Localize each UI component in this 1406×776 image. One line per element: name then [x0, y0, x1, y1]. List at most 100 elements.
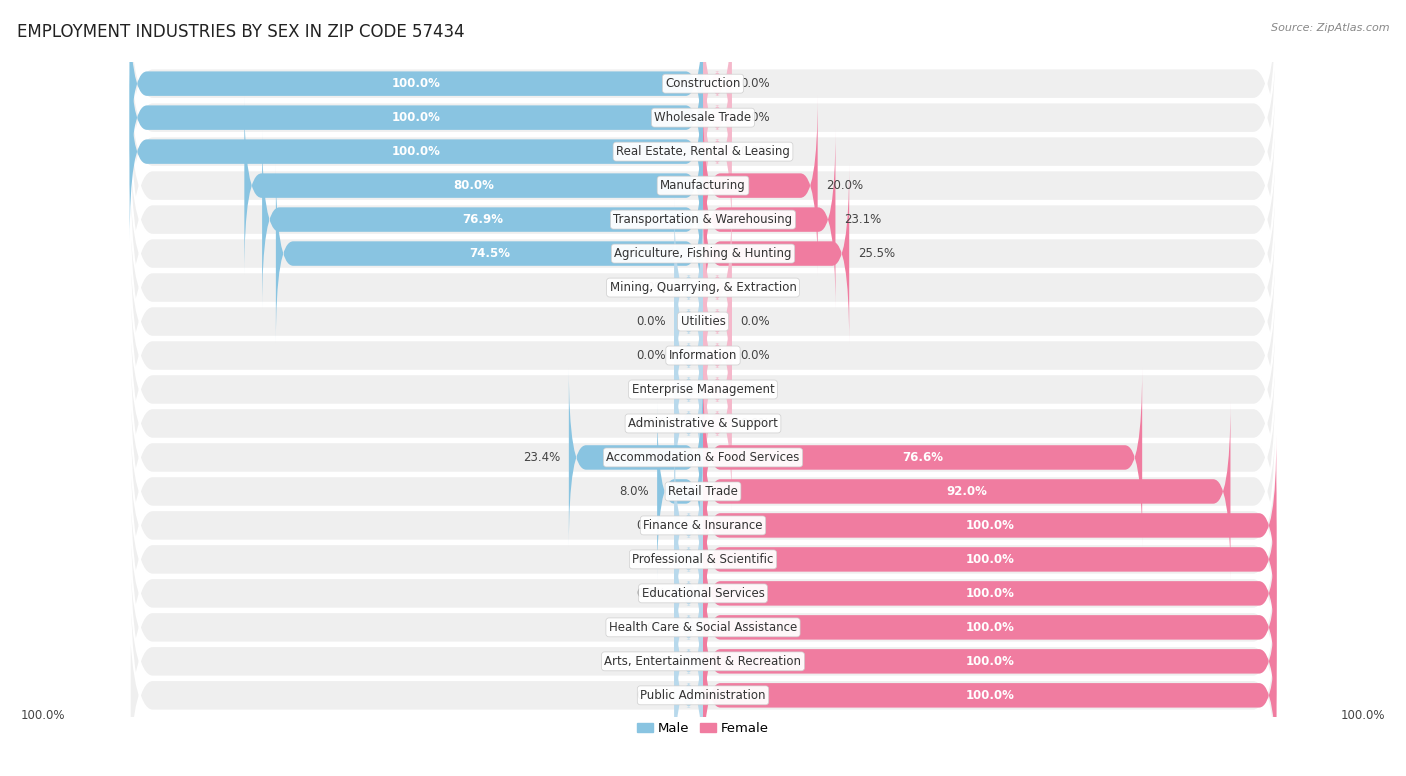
FancyBboxPatch shape [129, 371, 1277, 612]
Text: 100.0%: 100.0% [1341, 708, 1385, 722]
Text: 0.0%: 0.0% [636, 417, 665, 430]
FancyBboxPatch shape [129, 99, 1277, 340]
Text: Public Administration: Public Administration [640, 689, 766, 702]
FancyBboxPatch shape [129, 65, 1277, 307]
FancyBboxPatch shape [703, 605, 1277, 776]
FancyBboxPatch shape [703, 232, 731, 411]
Text: 0.0%: 0.0% [636, 689, 665, 702]
FancyBboxPatch shape [129, 167, 1277, 408]
Text: Agriculture, Fishing & Hunting: Agriculture, Fishing & Hunting [614, 247, 792, 260]
Text: 23.1%: 23.1% [844, 213, 882, 226]
FancyBboxPatch shape [675, 605, 703, 776]
Text: 100.0%: 100.0% [966, 655, 1014, 668]
FancyBboxPatch shape [129, 541, 1277, 776]
FancyBboxPatch shape [703, 334, 731, 513]
Text: EMPLOYMENT INDUSTRIES BY SEX IN ZIP CODE 57434: EMPLOYMENT INDUSTRIES BY SEX IN ZIP CODE… [17, 23, 464, 41]
FancyBboxPatch shape [675, 266, 703, 445]
Text: Mining, Quarrying, & Extraction: Mining, Quarrying, & Extraction [610, 281, 796, 294]
Text: 0.0%: 0.0% [636, 553, 665, 566]
Text: 20.0%: 20.0% [827, 179, 863, 192]
FancyBboxPatch shape [569, 368, 703, 547]
FancyBboxPatch shape [129, 303, 1277, 544]
Text: 80.0%: 80.0% [453, 179, 494, 192]
Text: 0.0%: 0.0% [636, 519, 665, 532]
FancyBboxPatch shape [129, 575, 1277, 776]
Text: Professional & Scientific: Professional & Scientific [633, 553, 773, 566]
FancyBboxPatch shape [675, 334, 703, 513]
FancyBboxPatch shape [675, 232, 703, 411]
FancyBboxPatch shape [703, 62, 731, 241]
Text: Transportation & Warehousing: Transportation & Warehousing [613, 213, 793, 226]
Text: 74.5%: 74.5% [470, 247, 510, 260]
Text: Wholesale Trade: Wholesale Trade [654, 111, 752, 124]
Text: 0.0%: 0.0% [741, 315, 770, 328]
Text: Information: Information [669, 349, 737, 362]
FancyBboxPatch shape [703, 130, 835, 310]
Text: 0.0%: 0.0% [636, 587, 665, 600]
FancyBboxPatch shape [129, 201, 1277, 442]
Text: Real Estate, Rental & Leasing: Real Estate, Rental & Leasing [616, 145, 790, 158]
Text: 0.0%: 0.0% [741, 383, 770, 396]
FancyBboxPatch shape [675, 435, 703, 615]
FancyBboxPatch shape [703, 96, 818, 275]
FancyBboxPatch shape [129, 337, 1277, 578]
Text: 0.0%: 0.0% [741, 145, 770, 158]
Text: 0.0%: 0.0% [741, 417, 770, 430]
FancyBboxPatch shape [703, 538, 1277, 717]
Text: 0.0%: 0.0% [741, 111, 770, 124]
Text: 0.0%: 0.0% [636, 349, 665, 362]
FancyBboxPatch shape [703, 164, 849, 343]
FancyBboxPatch shape [262, 130, 703, 310]
Text: 0.0%: 0.0% [741, 281, 770, 294]
FancyBboxPatch shape [129, 0, 703, 173]
Text: 8.0%: 8.0% [619, 485, 648, 498]
FancyBboxPatch shape [129, 0, 1277, 204]
Text: 100.0%: 100.0% [966, 587, 1014, 600]
FancyBboxPatch shape [703, 572, 1277, 751]
Text: 0.0%: 0.0% [636, 655, 665, 668]
FancyBboxPatch shape [703, 266, 731, 445]
FancyBboxPatch shape [703, 0, 731, 173]
FancyBboxPatch shape [675, 538, 703, 717]
Legend: Male, Female: Male, Female [631, 717, 775, 740]
FancyBboxPatch shape [129, 62, 703, 241]
Text: 23.4%: 23.4% [523, 451, 560, 464]
Text: 100.0%: 100.0% [392, 145, 440, 158]
FancyBboxPatch shape [129, 473, 1277, 714]
Text: Manufacturing: Manufacturing [661, 179, 745, 192]
FancyBboxPatch shape [703, 28, 731, 207]
Text: 0.0%: 0.0% [636, 621, 665, 634]
FancyBboxPatch shape [129, 235, 1277, 476]
Text: 100.0%: 100.0% [966, 621, 1014, 634]
Text: 76.9%: 76.9% [463, 213, 503, 226]
Text: Administrative & Support: Administrative & Support [628, 417, 778, 430]
FancyBboxPatch shape [129, 405, 1277, 646]
FancyBboxPatch shape [675, 504, 703, 683]
FancyBboxPatch shape [129, 268, 1277, 510]
Text: 100.0%: 100.0% [21, 708, 65, 722]
Text: Educational Services: Educational Services [641, 587, 765, 600]
Text: Source: ZipAtlas.com: Source: ZipAtlas.com [1271, 23, 1389, 33]
FancyBboxPatch shape [675, 300, 703, 480]
FancyBboxPatch shape [675, 572, 703, 751]
Text: 0.0%: 0.0% [636, 281, 665, 294]
Text: Retail Trade: Retail Trade [668, 485, 738, 498]
Text: Arts, Entertainment & Recreation: Arts, Entertainment & Recreation [605, 655, 801, 668]
FancyBboxPatch shape [129, 438, 1277, 680]
Text: Construction: Construction [665, 77, 741, 90]
Text: Enterprise Management: Enterprise Management [631, 383, 775, 396]
Text: Accommodation & Food Services: Accommodation & Food Services [606, 451, 800, 464]
Text: 25.5%: 25.5% [858, 247, 896, 260]
FancyBboxPatch shape [129, 0, 1277, 238]
FancyBboxPatch shape [129, 31, 1277, 272]
Text: Finance & Insurance: Finance & Insurance [644, 519, 762, 532]
Text: 100.0%: 100.0% [392, 111, 440, 124]
FancyBboxPatch shape [675, 198, 703, 377]
FancyBboxPatch shape [703, 435, 1277, 615]
FancyBboxPatch shape [703, 368, 1142, 547]
FancyBboxPatch shape [245, 96, 703, 275]
FancyBboxPatch shape [703, 469, 1277, 649]
Text: 0.0%: 0.0% [636, 315, 665, 328]
FancyBboxPatch shape [276, 164, 703, 343]
Text: 76.6%: 76.6% [903, 451, 943, 464]
